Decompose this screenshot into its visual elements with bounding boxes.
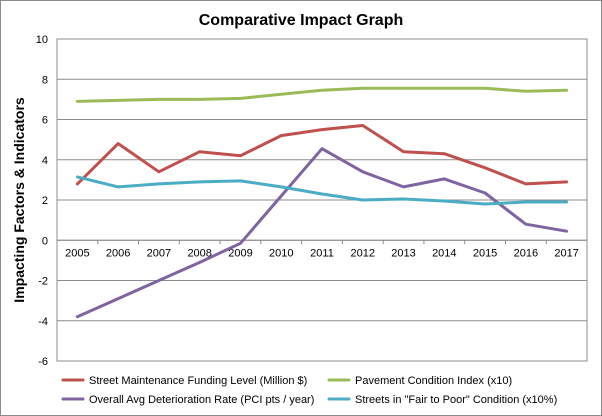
- y-tick-label: -4: [38, 316, 48, 328]
- x-tick-label: 2013: [391, 247, 415, 259]
- x-tick-label: 2007: [147, 247, 171, 259]
- x-tick-label: 2017: [554, 247, 578, 259]
- series-lines: [75, 86, 569, 319]
- legend-label: Streets in "Fair to Poor" Condition (x10…: [355, 394, 557, 406]
- series-line-3: [75, 147, 569, 319]
- x-tick-label: 2009: [228, 247, 252, 259]
- y-tick-label: 10: [36, 34, 48, 46]
- y-axis-label: Impacting Factors & Indicators: [11, 97, 27, 303]
- y-tick-label: 0: [42, 235, 48, 247]
- x-tick-label: 2014: [432, 247, 456, 259]
- x-tick-label: 2011: [310, 247, 334, 259]
- legend-label: Pavement Condition Index (x10): [355, 375, 512, 387]
- x-tick-label: 2005: [65, 247, 89, 259]
- x-tick-label: 2016: [514, 247, 538, 259]
- chart-title: Comparative Impact Graph: [199, 12, 404, 29]
- y-tick-label: -2: [38, 276, 48, 288]
- y-tick-label: 4: [42, 155, 48, 167]
- y-tick-label: 8: [42, 74, 48, 86]
- axes: -6 -4 -2 0 2 4 6 8 10 2005 2006 2007 2008 2009 2010 201…: [36, 34, 588, 368]
- x-tick-label: 2012: [351, 247, 375, 259]
- x-tick-label: 2006: [106, 247, 130, 259]
- y-tick-label: 6: [42, 115, 48, 127]
- y-tick-label: -6: [38, 356, 48, 368]
- series-line-2: [75, 86, 569, 103]
- plot-area-border: [56, 38, 588, 362]
- x-tick-label: 2010: [269, 247, 293, 259]
- x-tick-label: 2008: [187, 247, 211, 259]
- series-line-1: [75, 124, 569, 186]
- gridlines: [57, 38, 587, 362]
- y-tick-label: 2: [42, 195, 48, 207]
- legend-label: Overall Avg Deterioration Rate (PCI pts …: [89, 394, 314, 406]
- legend-label: Street Maintenance Funding Level (Millio…: [89, 375, 307, 387]
- legend: Street Maintenance Funding Level (Millio…: [61, 375, 557, 406]
- series-line-4: [75, 175, 569, 206]
- x-tick-label: 2015: [473, 247, 497, 259]
